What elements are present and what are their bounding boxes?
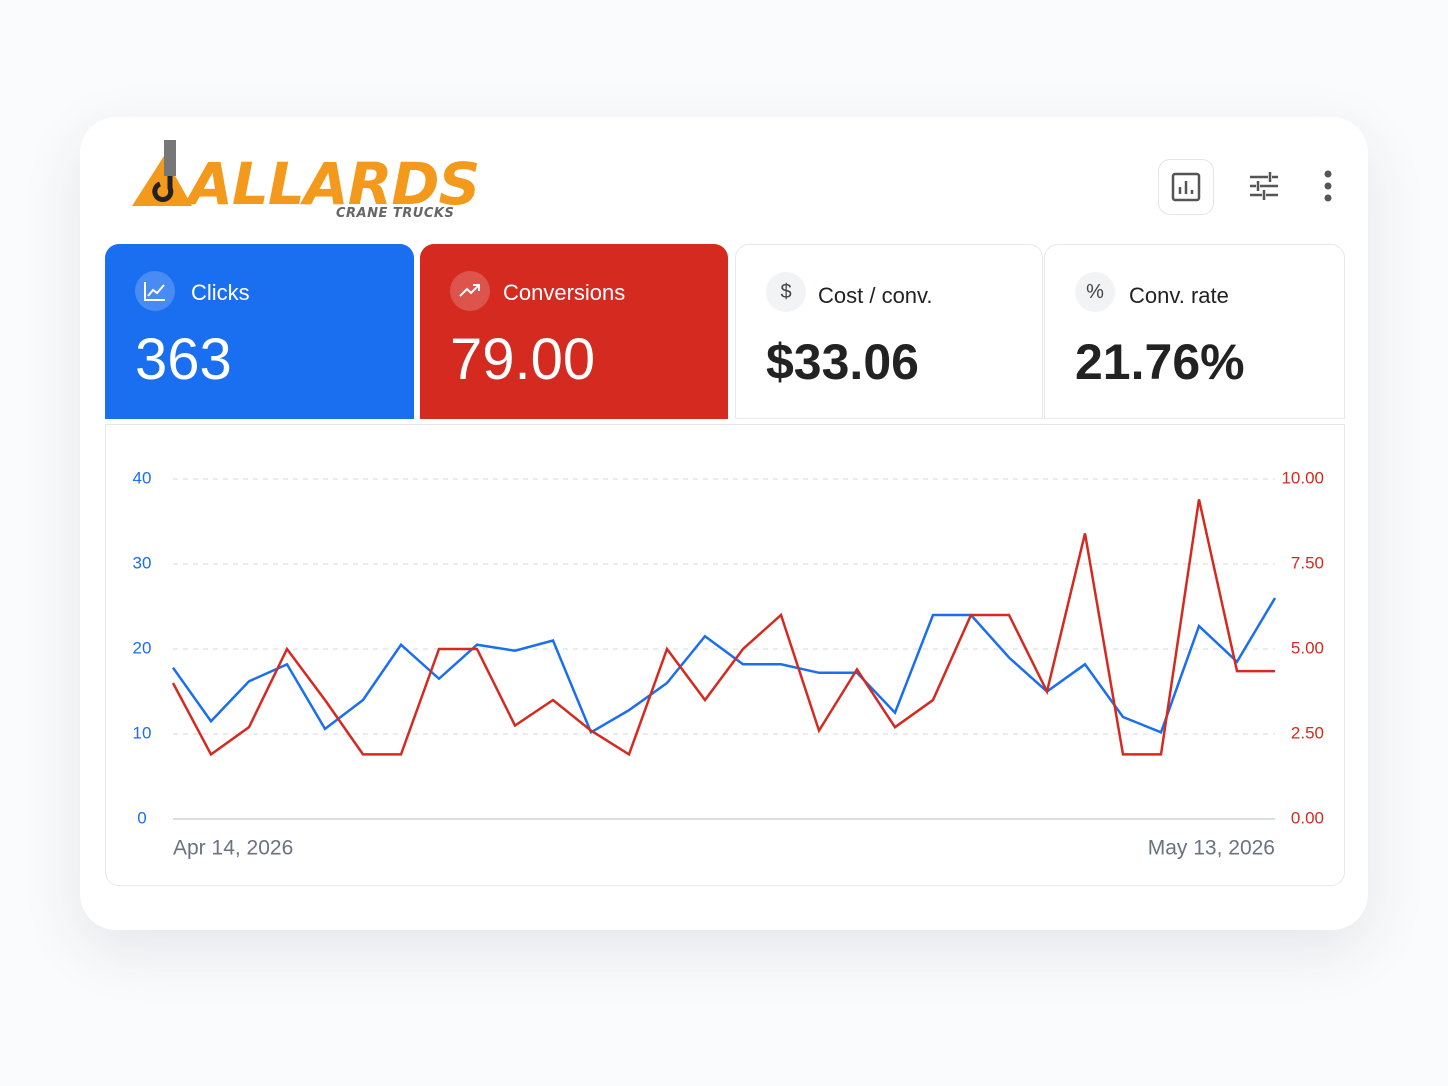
- metric-value: $33.06: [766, 334, 919, 390]
- y-tick-label: 0: [137, 808, 146, 827]
- y2-tick-label: 2.50: [1291, 723, 1324, 742]
- y-tick-label: 20: [133, 638, 152, 657]
- metric-label: Conv. rate: [1129, 283, 1229, 308]
- series-line: [171, 499, 1275, 757]
- metric-card[interactable]: % Conv. rate 21.76%: [1044, 244, 1345, 419]
- metric-icon: [135, 271, 175, 311]
- logo-name: ALLARDS: [188, 150, 480, 218]
- metric-value: 363: [135, 327, 232, 392]
- y-tick-label: 30: [133, 553, 152, 572]
- y-tick-label: 40: [133, 468, 152, 487]
- more-button[interactable]: [1301, 159, 1355, 213]
- logo-hook: [132, 140, 192, 206]
- x-tick-label: May 13, 2026: [1148, 837, 1275, 860]
- metric-value: 21.76%: [1075, 334, 1245, 390]
- y2-tick-label: 7.50: [1291, 553, 1324, 572]
- chart-panel: 0 10 20 30 40 0.00 2.50 5.00 7.50 10.00 Apr 14, 20…: [105, 424, 1345, 886]
- filter-button[interactable]: [1237, 159, 1291, 213]
- metric-icon: [450, 271, 490, 311]
- metric-icon: %: [1075, 272, 1115, 312]
- chart: 0 10 20 30 40 0.00 2.50 5.00 7.50 10.00 Apr 14, 20…: [133, 468, 1324, 860]
- y2-tick-label: 0.00: [1291, 808, 1324, 827]
- x-tick-label: Apr 14, 2026: [173, 837, 293, 860]
- metric-card[interactable]: Conversions 79.00: [420, 244, 728, 419]
- metric-label: Cost / conv.: [818, 283, 933, 308]
- chart-view-button[interactable]: [1158, 159, 1214, 215]
- y2-tick-label: 10.00: [1281, 468, 1324, 487]
- series-line: [171, 597, 1277, 735]
- metric-label: Conversions: [503, 280, 626, 305]
- y-tick-label: 10: [133, 723, 152, 742]
- metric-icon: $: [766, 272, 806, 312]
- logo-tagline: CRANE TRUCKS: [336, 206, 455, 221]
- metric-card[interactable]: $ Cost / conv. $33.06: [735, 244, 1043, 419]
- y2-tick-label: 5.00: [1291, 638, 1324, 657]
- metric-label: Clicks: [191, 280, 250, 305]
- metric-value: 79.00: [450, 327, 596, 392]
- metric-card[interactable]: Clicks 363: [105, 244, 414, 419]
